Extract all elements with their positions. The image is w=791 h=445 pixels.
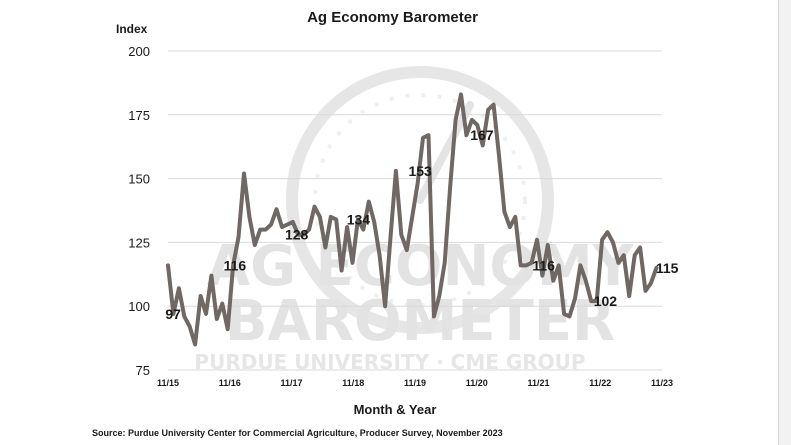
y-tick-label: 150	[128, 172, 150, 187]
data-label: 102	[594, 293, 618, 309]
x-tick-label: 11/15	[157, 378, 179, 388]
data-label: 134	[347, 211, 371, 227]
data-series	[166, 92, 659, 347]
source-note: Source: Purdue University Center for Com…	[92, 428, 503, 438]
x-tick-label: 11/23	[651, 378, 673, 388]
y-tick-label: 75	[136, 363, 150, 378]
series-line	[166, 92, 659, 347]
data-label: 167	[470, 127, 494, 143]
data-label: 116	[532, 257, 555, 273]
data-label: 97	[165, 306, 181, 322]
y-tick-labels: 75 100 125 150 175 200	[128, 44, 150, 378]
y-tick-label: 200	[128, 44, 150, 59]
x-tick-label: 11/22	[589, 378, 611, 388]
watermark-line-2: BAROMETER	[225, 289, 615, 354]
y-tick-label: 125	[128, 235, 150, 250]
data-label: 116	[224, 257, 247, 273]
x-tick-label: 11/20	[466, 378, 488, 388]
x-tick-label: 11/17	[280, 378, 302, 388]
gridlines	[168, 50, 662, 371]
data-label: 128	[285, 227, 309, 243]
x-axis-label: Month & Year	[353, 402, 437, 417]
x-tick-label: 11/19	[404, 378, 426, 388]
x-tick-label: 11/18	[342, 378, 364, 388]
y-tick-label: 175	[128, 108, 150, 123]
chart-title: Ag Economy Barometer	[307, 9, 478, 26]
data-label: 115	[656, 260, 679, 276]
y-axis-label: Index	[116, 22, 148, 36]
watermark-line-1: AG ECONOMY	[207, 234, 635, 299]
data-label: 153	[408, 163, 432, 179]
watermark-dial	[286, 66, 554, 334]
x-tick-label: 11/16	[219, 378, 241, 388]
x-tick-label: 11/21	[527, 378, 549, 388]
x-tick-labels: 11/15 11/16 11/17 11/18 11/19 11/20 11/21 11/22…	[157, 378, 673, 388]
watermark-dial-ticks	[313, 93, 527, 307]
data-labels: 97 116 128 134 153 167 116 102 115	[165, 127, 678, 322]
y-tick-label: 100	[128, 299, 150, 314]
right-edge-panel	[778, 0, 791, 445]
